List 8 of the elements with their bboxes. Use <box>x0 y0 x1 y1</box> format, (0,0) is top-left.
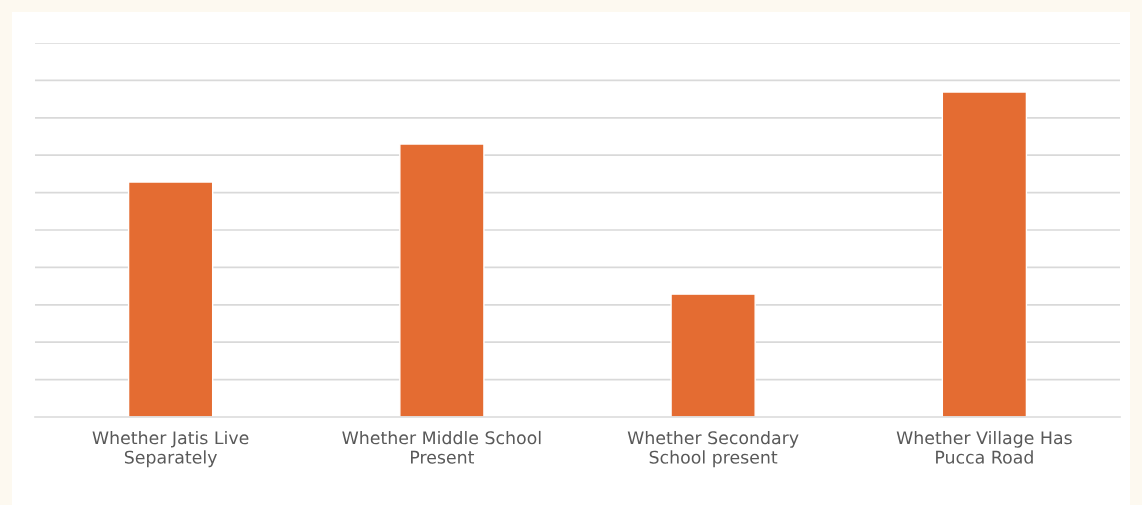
x-tick-label: Whether Jatis Live Separately <box>92 430 249 468</box>
bar <box>670 293 756 417</box>
x-tick-label: Whether Middle School Present <box>342 430 541 464</box>
x-tick-label: Whether Secondary School present <box>627 430 799 468</box>
x-tick-label: Whether Village Has Pucca Road <box>896 430 1072 464</box>
bar <box>127 181 214 417</box>
bar <box>399 143 485 417</box>
bar <box>941 91 1028 417</box>
